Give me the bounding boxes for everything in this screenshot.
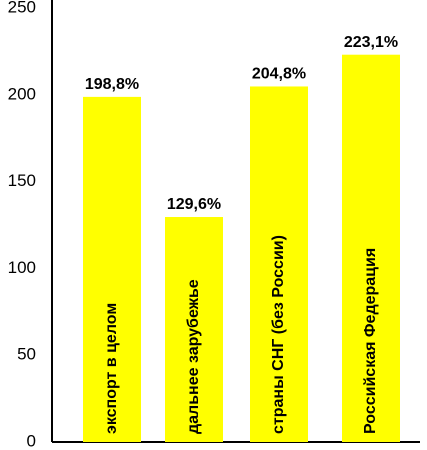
value-label: 129,6% bbox=[167, 196, 221, 213]
category-label: экспорт в целом bbox=[103, 303, 120, 434]
bar bbox=[83, 96, 141, 442]
value-label: 198,8% bbox=[85, 76, 139, 93]
category-label: страны СНГ (без России) bbox=[270, 235, 287, 434]
bar bbox=[165, 217, 223, 442]
category-label: дальнее зарубежье bbox=[185, 279, 202, 434]
y-tick-label: 50 bbox=[17, 345, 36, 364]
value-label: 204,8% bbox=[252, 66, 306, 83]
bar bbox=[250, 86, 308, 443]
y-tick-label: 150 bbox=[8, 171, 36, 190]
value-label: 223,1% bbox=[344, 34, 398, 51]
category-label: Российская Федерация bbox=[362, 248, 379, 434]
y-tick-label: 250 bbox=[8, 0, 36, 16]
y-tick-label: 100 bbox=[8, 258, 36, 277]
y-tick-label: 0 bbox=[27, 431, 36, 450]
bar bbox=[342, 54, 400, 443]
y-tick-label: 200 bbox=[8, 84, 36, 103]
